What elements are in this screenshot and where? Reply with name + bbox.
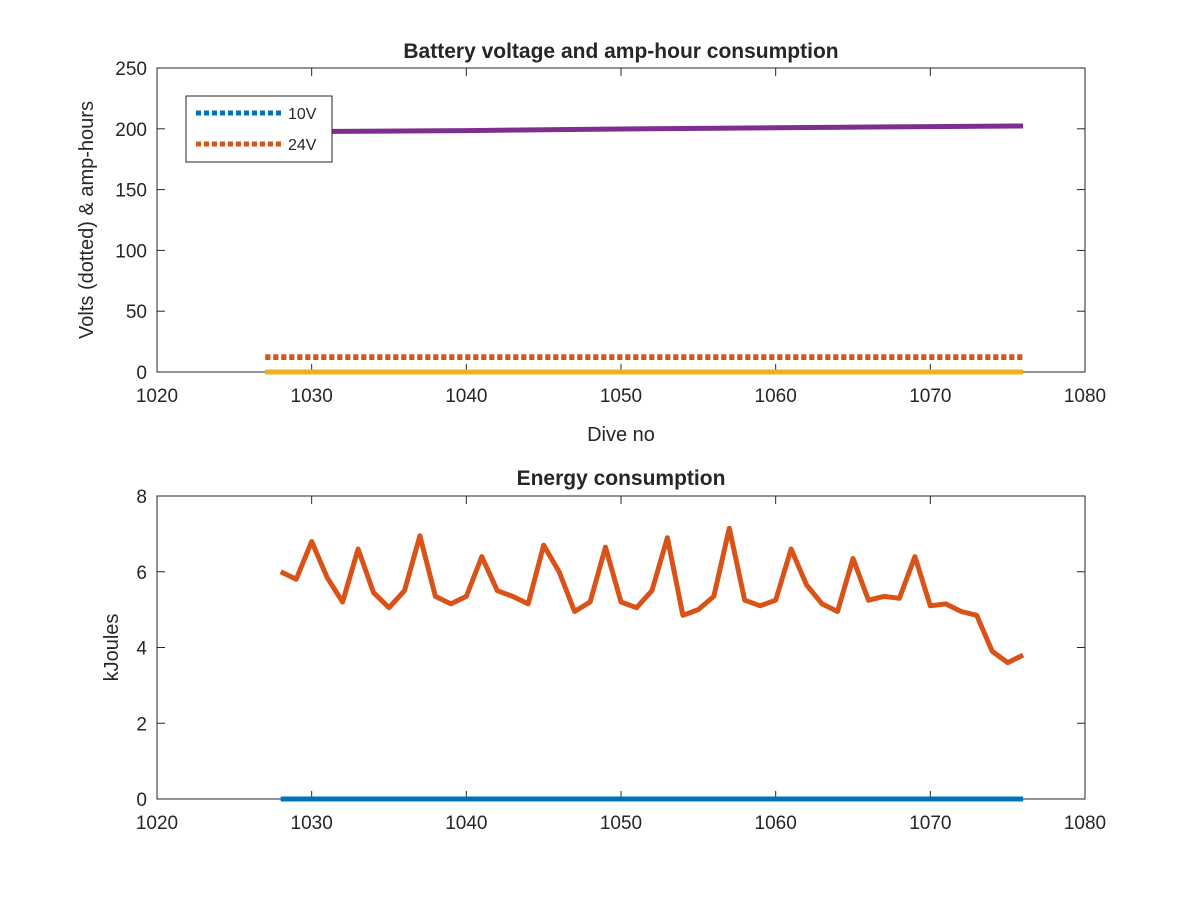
x-tick-label: 1050 [600,813,642,834]
chart-title: Energy consumption [517,467,726,490]
x-tick-label: 1060 [755,813,797,834]
y-tick-label: 8 [136,487,147,508]
x-tick-label: 1050 [600,386,642,407]
y-axis-label: Volts (dotted) & amp-hours [76,101,98,339]
legend: 10V 24V [185,95,333,163]
plot-area [156,495,1086,800]
y-tick-label: 2 [136,714,147,735]
y-tick-label: 200 [115,120,147,141]
x-tick-label: 1080 [1064,813,1106,834]
legend-label-10v: 10V [288,106,317,123]
subplot-2: 1020 1030 1040 1050 1060 1070 1080 0 2 4 6 8 Energy … [101,467,1106,834]
y-tick-label: 0 [136,790,147,811]
x-tick-label: 1020 [136,386,178,407]
x-axis-label: Dive no [587,424,655,446]
y-tick-label: 6 [136,563,147,584]
series-line-1-4 [265,123,1024,135]
y-tick-label: 100 [115,241,147,262]
x-tick-label: 1080 [1064,386,1106,407]
y-tick-label: 50 [126,302,147,323]
x-tick-label: 1040 [445,813,487,834]
x-tick-label: 1030 [291,386,333,407]
x-tick-label: 1060 [755,386,797,407]
x-tick-label: 1070 [909,813,951,834]
legend-box [185,95,333,163]
x-tick-label: 1030 [291,813,333,834]
y-axis-label: kJoules [101,614,123,682]
x-tick-label: 1070 [909,386,951,407]
x-tick-label: 1020 [136,813,178,834]
y-tick-label: 150 [115,181,147,202]
series-line-2-2 [279,525,1025,666]
x-tick-label: 1040 [445,386,487,407]
y-tick-label: 250 [115,59,147,80]
y-tick-label: 0 [136,363,147,384]
y-tick-label: 4 [136,639,147,660]
legend-label-24v: 24V [288,137,317,154]
chart-title: Battery voltage and amp-hour consumption [403,40,838,63]
subplot-1: 1020 1030 1040 1050 1060 1070 1080 0 50 100 150 200… [76,40,1106,446]
